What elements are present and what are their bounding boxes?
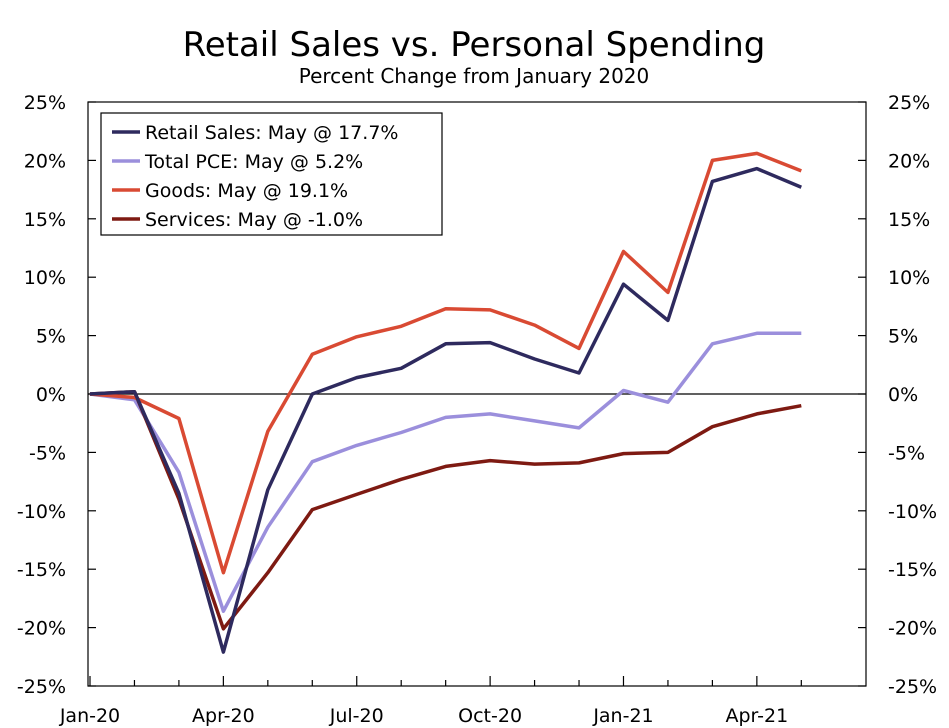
chart-subtitle: Percent Change from January 2020 bbox=[299, 64, 650, 88]
y-tick-label-left: 20% bbox=[24, 150, 66, 172]
y-axis-left: 25% 20% 15% 10% 5% 0% -5% -10% -15% -20% -25% bbox=[17, 92, 96, 698]
x-tick-label: Oct-20 bbox=[458, 705, 522, 727]
legend-label: Goods: May @ 19.1% bbox=[145, 180, 348, 202]
y-tick-label-left: 15% bbox=[24, 209, 66, 231]
x-tick-label: Jul-20 bbox=[329, 705, 384, 727]
y-tick-label-right: 5% bbox=[888, 326, 918, 348]
series-line-4 bbox=[89, 389, 802, 631]
y-tick-label-right: 15% bbox=[888, 209, 930, 231]
y-axis-right: 25% 20% 15% 10% 5% 0% -5% -10% -15% -20% -25% bbox=[858, 92, 937, 698]
series-lines bbox=[89, 151, 802, 654]
y-tick-label-left: -25% bbox=[17, 676, 66, 698]
y-tick-label-right: -5% bbox=[888, 442, 925, 464]
y-tick-label-left: -20% bbox=[17, 618, 66, 640]
series-line-3 bbox=[89, 151, 802, 575]
y-tick-label-right: 25% bbox=[888, 92, 930, 114]
y-tick-label-right: -15% bbox=[888, 559, 937, 581]
x-axis: Jan-20 Apr-20 Jul-20 Oct-20 Jan-21 Apr-21 bbox=[59, 676, 802, 727]
series-line-2 bbox=[89, 331, 802, 613]
y-tick-label-left: 10% bbox=[24, 267, 66, 289]
y-tick-label-left: -5% bbox=[29, 442, 66, 464]
y-tick-label-right: -20% bbox=[888, 618, 937, 640]
legend-label: Retail Sales: May @ 17.7% bbox=[145, 122, 398, 144]
y-tick-label-right: -10% bbox=[888, 501, 937, 523]
y-tick-label-right: -25% bbox=[888, 676, 937, 698]
y-tick-label-right: 0% bbox=[888, 384, 918, 406]
y-tick-label-left: 25% bbox=[24, 92, 66, 114]
x-tick-label: Jan-20 bbox=[59, 705, 120, 727]
y-tick-label-right: 10% bbox=[888, 267, 930, 289]
chart-title: Retail Sales vs. Personal Spending bbox=[183, 25, 766, 65]
x-tick-label: Jan-21 bbox=[592, 705, 653, 727]
legend: Retail Sales: May @ 17.7% Total PCE: May … bbox=[100, 112, 443, 236]
series-line-1 bbox=[89, 166, 802, 654]
y-tick-label-left: -15% bbox=[17, 559, 66, 581]
legend-label: Total PCE: May @ 5.2% bbox=[144, 151, 363, 173]
legend-label: Services: May @ -1.0% bbox=[145, 209, 363, 231]
y-tick-label-left: 0% bbox=[36, 384, 66, 406]
x-tick-label: Apr-20 bbox=[192, 705, 255, 727]
y-tick-label-left: 5% bbox=[36, 326, 66, 348]
y-tick-label-left: -10% bbox=[17, 501, 66, 523]
x-tick-label: Apr-21 bbox=[726, 705, 789, 727]
legend-box bbox=[100, 112, 443, 236]
y-tick-label-right: 20% bbox=[888, 150, 930, 172]
